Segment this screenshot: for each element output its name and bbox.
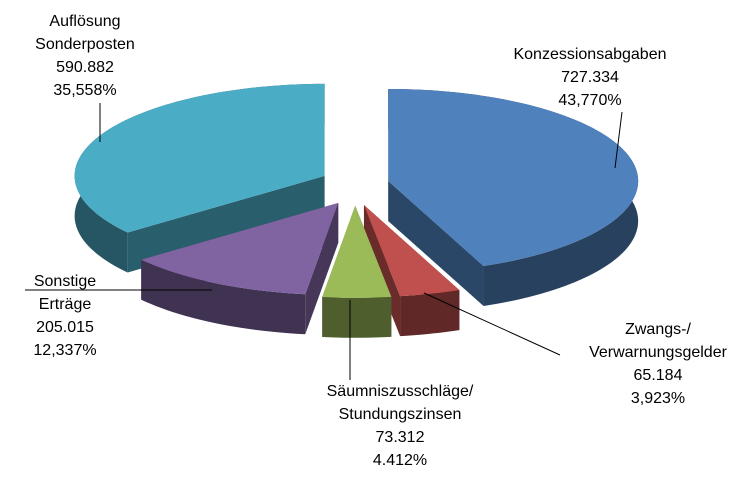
slice xyxy=(363,205,460,337)
slice-label: Auflösung xyxy=(49,13,120,30)
slice-label: Sonstige xyxy=(34,273,96,290)
percentage-label: 3,923% xyxy=(631,390,685,407)
slice xyxy=(388,88,639,306)
leader-line xyxy=(614,111,623,169)
value-label: 73.312 xyxy=(376,429,425,446)
value-label: 205.015 xyxy=(36,319,94,336)
slice-label: Sonderposten xyxy=(35,36,135,53)
slice-top xyxy=(74,83,325,233)
slice xyxy=(74,83,325,273)
slice-label: Erträge xyxy=(39,296,92,313)
slice-wall xyxy=(141,259,306,335)
leader-line xyxy=(423,292,561,356)
slice-wall xyxy=(322,296,392,338)
slice-label: Stundungszinsen xyxy=(339,406,462,423)
slice-top xyxy=(141,203,339,295)
slice-wall xyxy=(400,290,460,337)
slice-side xyxy=(388,180,484,306)
percentage-label: 35,558% xyxy=(53,82,116,99)
value-label: 65.184 xyxy=(634,367,683,384)
percentage-label: 12,337% xyxy=(33,342,96,359)
percentage-label: 43,770% xyxy=(558,92,621,109)
slice-top xyxy=(322,205,392,298)
percentage-label: 4.412% xyxy=(373,452,427,469)
slice-label: Konzessionsabgaben xyxy=(513,46,666,63)
slice-side xyxy=(127,175,325,273)
slice-top xyxy=(388,88,639,266)
slice-label: Säumniszusschläge/ xyxy=(327,383,474,400)
value-label: 590.882 xyxy=(56,59,114,76)
slice-label: Verwarnungsgelder xyxy=(589,344,728,361)
slice-label: Zwangs-/ xyxy=(625,321,691,338)
slice xyxy=(141,203,339,335)
slice-top xyxy=(363,205,460,297)
value-label: 727.334 xyxy=(561,69,619,86)
slice xyxy=(322,205,392,338)
